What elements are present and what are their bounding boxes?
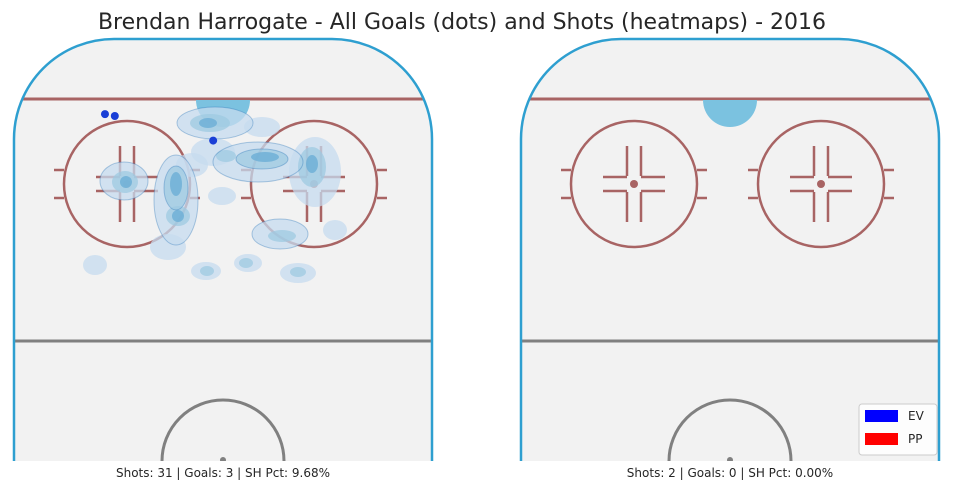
center-dot <box>220 457 226 461</box>
left-stats-label: Shots: 31 | Goals: 3 | SH Pct: 9.68% <box>116 466 330 480</box>
center-circle <box>160 398 286 461</box>
right-faceoff-circle <box>748 119 894 249</box>
right-rink-panel: Shots: 2 | Goals: 0 | SH Pct: 0.00% EV P… <box>519 37 941 480</box>
legend: EV PP <box>858 403 938 456</box>
legend-label-ev: EV <box>908 409 925 423</box>
chart-title: Brendan Harrogate - All Goals (dots) and… <box>98 10 826 35</box>
goal-dot-ev <box>110 112 119 121</box>
left-rink-panel: Shots: 31 | Goals: 3 | SH Pct: 9.68% <box>12 37 434 480</box>
legend-swatch-ev <box>865 410 898 422</box>
legend-label-pp: PP <box>908 432 922 446</box>
goal-crease <box>703 100 757 127</box>
right-stats-label: Shots: 2 | Goals: 0 | SH Pct: 0.00% <box>627 466 833 480</box>
ice-surface <box>521 39 939 461</box>
legend-swatch-pp <box>865 433 898 445</box>
shot-heatmap <box>83 106 347 283</box>
goal-dot-ev <box>100 110 109 119</box>
goal-dots <box>100 110 218 145</box>
left-faceoff-circle <box>561 119 707 249</box>
rink-boards <box>519 37 941 461</box>
faceoff-dot <box>817 180 825 188</box>
faceoff-dot <box>630 180 638 188</box>
goal-dot-ev <box>209 136 218 145</box>
center-circle <box>667 398 793 461</box>
center-dot <box>727 457 733 461</box>
rink-boards <box>12 37 434 461</box>
